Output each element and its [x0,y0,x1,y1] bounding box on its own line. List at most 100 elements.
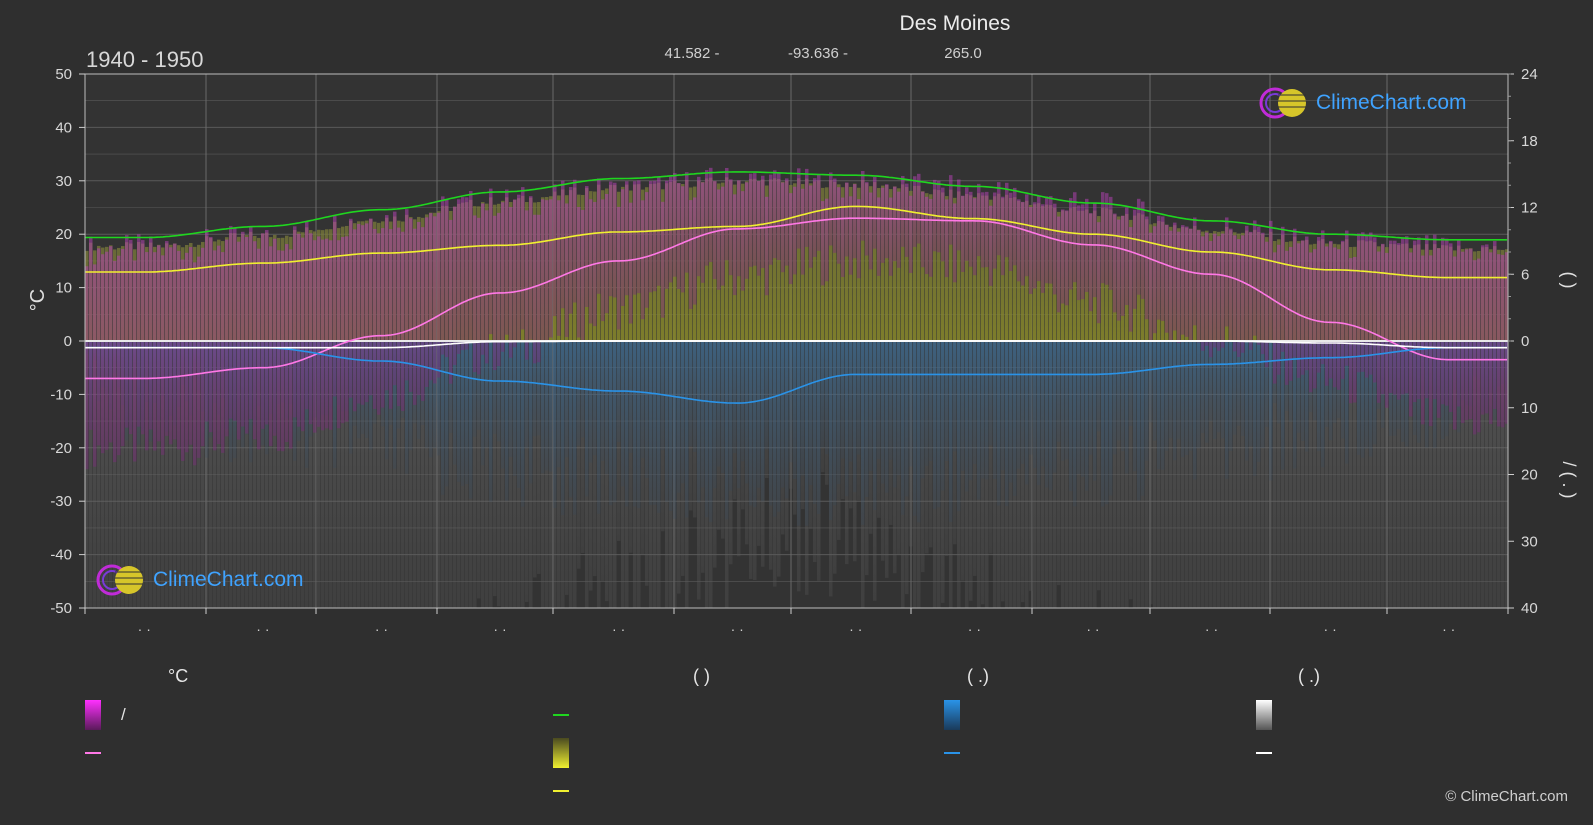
precip-bar [1101,341,1105,507]
precip-bar [1157,341,1161,470]
snow-bar [1401,341,1405,608]
temp-range-bar [125,235,129,428]
snow-bar [1209,341,1213,608]
left-tick-label: -30 [50,493,72,510]
precip-bar [561,341,565,516]
precip-bar [685,341,689,518]
snow-bar [577,341,581,569]
temp-range-bar [821,201,825,286]
precip-bar [645,341,649,478]
temp-range-bar [453,206,457,365]
precip-bar [1233,341,1237,435]
precip-bar [721,341,725,474]
precip-bar [821,341,825,448]
temp-range-bar [929,198,933,277]
precip-bar [1053,341,1057,473]
snow-bar [349,341,353,608]
x-tick-label: · · [256,621,269,637]
precip-bar [441,341,445,495]
temp-range-bar [1401,238,1405,395]
snow-bar [205,341,209,608]
snow-bar [125,341,129,608]
precip-bar [613,341,617,503]
temp-range-bar [877,197,881,276]
snow-bar [221,341,225,608]
snow-bar [1405,341,1409,608]
temp-range-bar [797,168,801,249]
temp-range-bar [1053,203,1057,295]
snow-bar [1061,341,1065,608]
temp-range-bar [133,260,137,462]
precip-bar [425,341,429,449]
logo-bottom[interactable]: ClimeChart.com [95,563,304,597]
precip-bar [1125,341,1129,474]
precip-bar [605,341,609,475]
snow-bar [373,341,377,608]
snow-bar [173,341,177,608]
temp-range-bar [901,176,905,247]
precip-bar [717,341,721,467]
snow-bar [1169,341,1173,608]
sunshine-bar [833,181,837,341]
snow-bar [1317,341,1321,608]
snow-bar [1057,341,1061,586]
temp-range-bar [145,252,149,451]
precip-bar [1081,341,1085,477]
precip-bar [697,341,701,503]
precip-bar [941,341,945,491]
precip-bar [477,341,481,430]
temp-range-bar [561,180,565,309]
temp-range-bar [1201,236,1205,351]
temp-range-bar [833,178,837,253]
snow-bar [1289,341,1293,608]
temp-range-bar [365,223,369,403]
snow-bar [121,341,125,608]
temp-range-bar [525,210,529,360]
temp-range-bar [537,214,541,363]
temp-range-bar [1373,237,1377,383]
snow-bar [1161,341,1165,608]
right-axis-label-top: ( ) [1559,272,1579,289]
precip-bar [437,341,441,456]
precip-bar [1161,341,1165,470]
temp-range-bar [949,175,953,245]
temp-range-bar [721,186,725,286]
snow-bar [1017,341,1021,608]
temp-range-bar [921,191,925,268]
temp-range-bar [1069,198,1073,290]
temp-range-bar [1345,230,1349,366]
snow-bar [97,341,101,608]
temp-range-bar [417,222,421,396]
snow-bar [165,341,169,608]
snow-bar [1389,341,1393,608]
temp-range-bar [85,266,89,470]
temp-range-bar [1057,216,1061,313]
logo-top[interactable]: ClimeChart.com [1258,86,1467,120]
precip-bar [925,341,929,466]
precip-bar [541,341,545,474]
temp-range-bar [1061,209,1065,304]
sunshine-bar [905,186,909,341]
temp-range-bar [1273,252,1277,384]
precip-bar [769,341,773,506]
precip-bar [1201,341,1205,434]
precip-bar [981,341,985,479]
snow-bar [1357,341,1361,608]
temp-range-bar [717,189,721,290]
temp-range-bar [409,218,413,392]
temp-range-bar [405,209,409,381]
sunshine-bar [933,189,937,341]
temp-range-bar [1117,219,1121,321]
longitude-label: -93.636 - [788,45,848,62]
precip-bar [865,341,869,498]
snow-bar [1477,341,1481,608]
temp-range-bar [1089,213,1093,312]
snow-bar [333,341,337,608]
precip-bar [553,341,557,509]
temp-range-bar [685,172,689,273]
snow-bar [1309,341,1313,608]
temp-range-bar [277,250,281,451]
temp-range-bar [1145,216,1149,320]
x-tick-label: · · [1442,621,1455,637]
snow-bar [397,341,401,608]
